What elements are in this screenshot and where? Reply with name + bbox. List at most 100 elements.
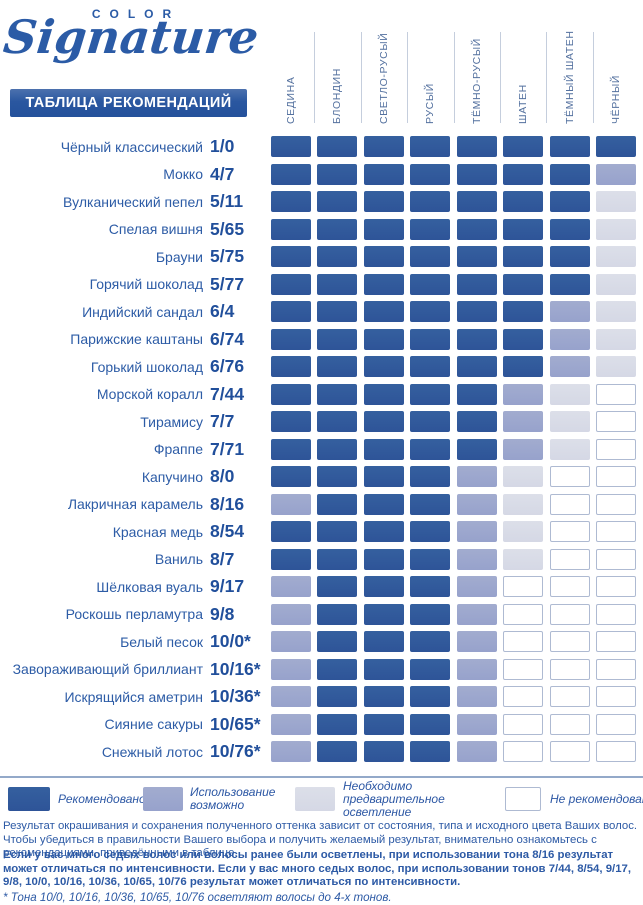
grid-cell-7/44-col8 xyxy=(596,383,636,405)
table-row-label: Тирамису 7/7 xyxy=(0,408,266,435)
grid-cell-5/75-col5 xyxy=(456,246,497,267)
grid-cell-6/76-col1 xyxy=(271,356,311,377)
grid-cell-7/7-col2 xyxy=(317,411,358,432)
table-row-label: Ваниль 8/7 xyxy=(0,546,266,573)
grid-cell-4/7-col4 xyxy=(410,163,451,185)
grid-cell-10/0-col7 xyxy=(549,631,590,652)
grid-cell-9/8-col5 xyxy=(456,603,497,625)
shade-code: 10/16* xyxy=(210,658,261,679)
grid-cell-10/16-col1 xyxy=(271,658,311,680)
grid-cell-5/77-col2 xyxy=(317,273,358,295)
shade-code: 7/44 xyxy=(210,383,245,404)
table-row-label: Фраппе 7/71 xyxy=(0,436,266,463)
shade-name: Завораживающий бриллиант xyxy=(12,661,203,677)
table-row-label: Шёлковая вуаль 9/17 xyxy=(0,573,266,600)
grid-cell-10/76-col5 xyxy=(456,741,497,762)
column-divider xyxy=(360,32,362,123)
shade-code: 10/36* xyxy=(210,686,261,706)
grid-cell-4/7-col3 xyxy=(363,163,404,185)
grid-cell-8/54-col5 xyxy=(456,521,497,542)
column-header-5: ТЁМНО-РУСЫЙ xyxy=(470,38,483,124)
grid-cell-5/11-col8 xyxy=(596,191,636,212)
grid-cell-8/7-col7 xyxy=(549,548,590,570)
grid-cell-8/7-col6 xyxy=(503,548,544,570)
shade-code: 10/76* xyxy=(210,741,261,761)
grid-cell-1/0-col6 xyxy=(503,136,544,157)
grid-cell-1/0-col1 xyxy=(271,136,311,157)
grid-cell-6/76-col6 xyxy=(503,356,544,377)
grid-cell-5/11-col7 xyxy=(549,191,590,212)
table-row-label: Белый песок 10/0* xyxy=(0,628,266,655)
table-row-label: Индийский сандал 6/4 xyxy=(0,298,266,325)
shade-name: Чёрный классический xyxy=(60,138,203,155)
grid-cell-5/75-col4 xyxy=(410,246,451,267)
grid-cell-5/65-col7 xyxy=(549,218,590,240)
table-row-label: Красная медь 8/54 xyxy=(0,518,266,545)
grid-cell-8/54-col4 xyxy=(410,521,451,542)
grid-cell-5/75-col2 xyxy=(317,246,358,267)
table-row-label: Мокко 4/7 xyxy=(0,161,266,188)
grid-cell-8/16-col2 xyxy=(317,493,358,515)
shade-code: 8/16 xyxy=(210,493,245,514)
grid-cell-7/44-col1 xyxy=(271,383,311,405)
grid-cell-10/0-col4 xyxy=(410,631,451,652)
grid-cell-8/0-col4 xyxy=(410,466,451,487)
grid-cell-10/76-col4 xyxy=(410,741,451,762)
shade-name: Белый песок xyxy=(120,633,203,650)
grid-cell-8/7-col1 xyxy=(271,548,311,570)
grid-cell-4/7-col5 xyxy=(456,163,497,185)
legend-swatch-n xyxy=(505,787,541,811)
table-row-label: Брауни 5/75 xyxy=(0,243,266,270)
shade-code: 9/8 xyxy=(210,603,235,624)
grid-cell-8/54-col6 xyxy=(503,521,544,542)
grid-cell-10/16-col3 xyxy=(363,658,404,680)
grid-cell-4/7-col2 xyxy=(317,163,358,185)
brand-word-color: COLOR xyxy=(91,7,181,21)
grid-cell-5/11-col4 xyxy=(410,191,451,212)
grid-cell-7/71-col5 xyxy=(456,438,497,460)
grid-cell-6/4-col7 xyxy=(549,301,590,322)
grid-cell-10/0-col5 xyxy=(456,631,497,652)
shade-code: 7/71 xyxy=(210,438,245,459)
grid-cell-6/74-col7 xyxy=(549,328,590,350)
shade-code: 10/65* xyxy=(210,713,261,734)
grid-cell-8/0-col8 xyxy=(596,466,636,487)
grid-cell-10/65-col4 xyxy=(410,713,451,735)
grid-cell-6/74-col5 xyxy=(456,328,497,350)
grid-cell-8/7-col4 xyxy=(410,548,451,570)
grid-cell-7/71-col1 xyxy=(271,438,311,460)
shade-name: Тирамису xyxy=(140,413,203,430)
grid-cell-7/71-col2 xyxy=(317,438,358,460)
grid-cell-4/7-col7 xyxy=(549,163,590,185)
grid-cell-10/16-col6 xyxy=(503,658,544,680)
shade-code: 7/7 xyxy=(210,411,235,431)
grid-cell-8/7-col2 xyxy=(317,548,358,570)
grid-cell-10/36-col6 xyxy=(503,686,544,707)
column-header-7: ТЁМНЫЙ ШАТЕН xyxy=(563,30,576,124)
grid-cell-6/76-col3 xyxy=(363,356,404,377)
column-divider xyxy=(314,32,316,123)
shade-name: Ваниль xyxy=(154,551,203,567)
grid-cell-10/0-col2 xyxy=(317,631,358,652)
footer-note-grey-hair: Если у вас много седых волос или волосы … xyxy=(3,849,632,889)
grid-cell-9/17-col5 xyxy=(456,576,497,597)
legend-swatch-l xyxy=(295,787,335,811)
grid-cell-6/4-col3 xyxy=(363,301,404,322)
grid-cell-10/65-col1 xyxy=(271,713,311,735)
grid-cell-5/65-col8 xyxy=(596,218,636,240)
shade-code: 9/17 xyxy=(210,576,245,596)
grid-cell-8/0-col6 xyxy=(503,466,544,487)
column-divider xyxy=(453,32,455,123)
grid-cell-9/8-col3 xyxy=(363,603,404,625)
grid-cell-7/71-col3 xyxy=(363,438,404,460)
shade-name: Горячий шоколад xyxy=(89,276,203,292)
grid-cell-1/0-col5 xyxy=(456,136,497,157)
grid-cell-10/36-col1 xyxy=(271,686,311,707)
grid-cell-6/4-col5 xyxy=(456,301,497,322)
grid-cell-9/8-col4 xyxy=(410,603,451,625)
column-divider xyxy=(407,32,409,123)
grid-cell-5/75-col1 xyxy=(271,246,311,267)
grid-cell-1/0-col8 xyxy=(596,136,636,157)
grid-cell-7/44-col5 xyxy=(456,383,497,405)
grid-cell-7/7-col8 xyxy=(596,411,636,432)
